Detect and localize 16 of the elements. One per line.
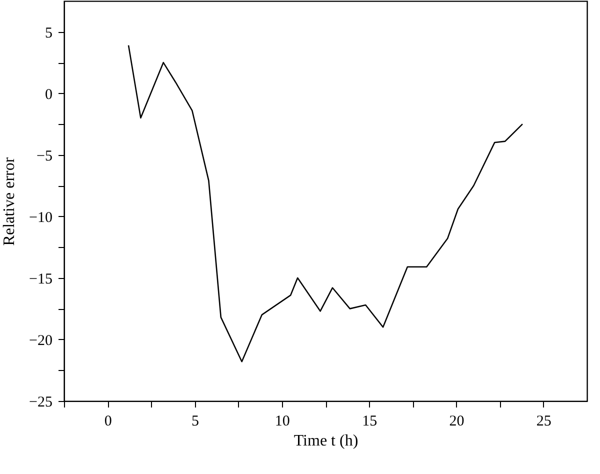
line-series — [128, 44, 524, 362]
y-tick-label: −15 — [29, 271, 52, 288]
y-tick-label: 5 — [45, 25, 52, 42]
x-axis-title: Time t (h) — [294, 432, 358, 450]
y-tick-label: −25 — [29, 394, 52, 410]
x-tick-label: 25 — [536, 414, 552, 430]
x-tick-label: 10 — [274, 414, 290, 430]
x-tick-label: 20 — [449, 414, 464, 430]
y-axis-title: Relative error — [1, 156, 18, 246]
y-tick-label: −20 — [29, 332, 52, 349]
x-tick-label: 0 — [104, 414, 112, 430]
y-tick-label: −10 — [29, 210, 52, 226]
y-tick-label: −5 — [36, 148, 52, 164]
x-tick-label: 15 — [362, 414, 378, 430]
x-tick-label: 5 — [192, 414, 199, 430]
y-tick-label: 0 — [45, 86, 52, 103]
